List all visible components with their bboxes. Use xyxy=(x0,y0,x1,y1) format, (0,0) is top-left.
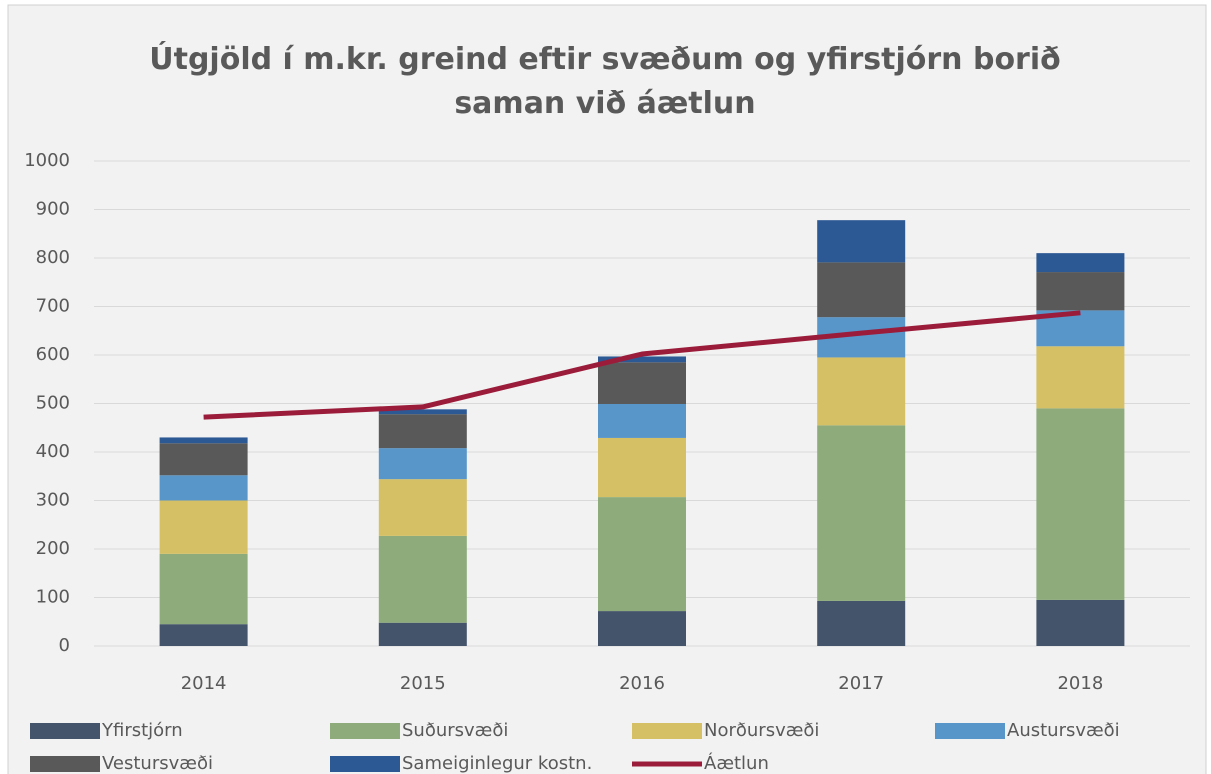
legend-label: Vestursvæði xyxy=(102,753,213,774)
bar-segment xyxy=(1036,272,1125,311)
bar-segment xyxy=(598,362,686,404)
bar-segment xyxy=(159,475,248,501)
bar-segment xyxy=(817,262,906,318)
bar-segment xyxy=(598,356,686,363)
x-tick-label: 2018 xyxy=(1057,673,1103,694)
bar-segment xyxy=(159,624,248,646)
legend-label: Suðursvæði xyxy=(402,720,508,741)
bar-segment xyxy=(598,403,686,438)
legend-label: Áætlun xyxy=(704,752,769,774)
line-series xyxy=(203,310,1081,420)
y-tick-label: 600 xyxy=(36,344,70,365)
legend-swatch xyxy=(30,756,100,772)
bar-segment xyxy=(1036,346,1125,409)
y-tick-label: 800 xyxy=(36,247,70,268)
bar-segment xyxy=(159,500,248,554)
bar-segment xyxy=(1036,599,1125,646)
x-tick-label: 2014 xyxy=(181,673,227,694)
chart-title: Útgjöld í m.kr. greind eftir svæðum og y… xyxy=(149,40,1061,121)
bar-segment xyxy=(1036,408,1125,600)
bar-segment xyxy=(1036,253,1125,273)
legend-label: Norðursvæði xyxy=(704,720,819,741)
y-tick-label: 0 xyxy=(59,635,70,656)
y-tick-label: 100 xyxy=(36,587,70,608)
bar-segment xyxy=(817,600,906,646)
bar-segment xyxy=(817,220,906,263)
x-tick-label: 2017 xyxy=(838,673,884,694)
x-tick-label: 2015 xyxy=(400,673,446,694)
bar-segment xyxy=(817,357,906,426)
bar-segment xyxy=(159,553,248,625)
bar-segment xyxy=(159,437,248,444)
legend-label: Sameiginlegur kostn. xyxy=(402,753,592,774)
y-tick-label: 500 xyxy=(36,393,70,414)
legend-swatch xyxy=(30,723,100,739)
bar-segment xyxy=(378,448,467,480)
bar-segment xyxy=(598,497,686,612)
bar-segment xyxy=(378,622,467,646)
bar-segment xyxy=(598,437,686,498)
bar-segment xyxy=(159,443,248,476)
legend-swatch xyxy=(935,723,1005,739)
bar-segment xyxy=(378,479,467,536)
legend-swatch xyxy=(632,723,702,739)
bar-segment xyxy=(378,535,467,623)
legend-label: Yfirstjórn xyxy=(101,720,183,741)
y-tick-label: 900 xyxy=(36,199,70,220)
bar-segment xyxy=(378,414,467,449)
y-tick-label: 400 xyxy=(36,441,70,462)
bar-segment xyxy=(378,409,467,415)
y-tick-label: 300 xyxy=(36,490,70,511)
legend-swatch xyxy=(330,723,400,739)
legend-swatch xyxy=(330,756,400,772)
y-tick-label: 1000 xyxy=(24,150,70,171)
y-tick-label: 200 xyxy=(36,538,70,559)
bar-segment xyxy=(598,611,686,646)
legend-label: Austursvæði xyxy=(1007,720,1120,741)
y-tick-label: 700 xyxy=(36,296,70,317)
x-tick-label: 2016 xyxy=(619,673,665,694)
bar-segment xyxy=(817,425,906,601)
